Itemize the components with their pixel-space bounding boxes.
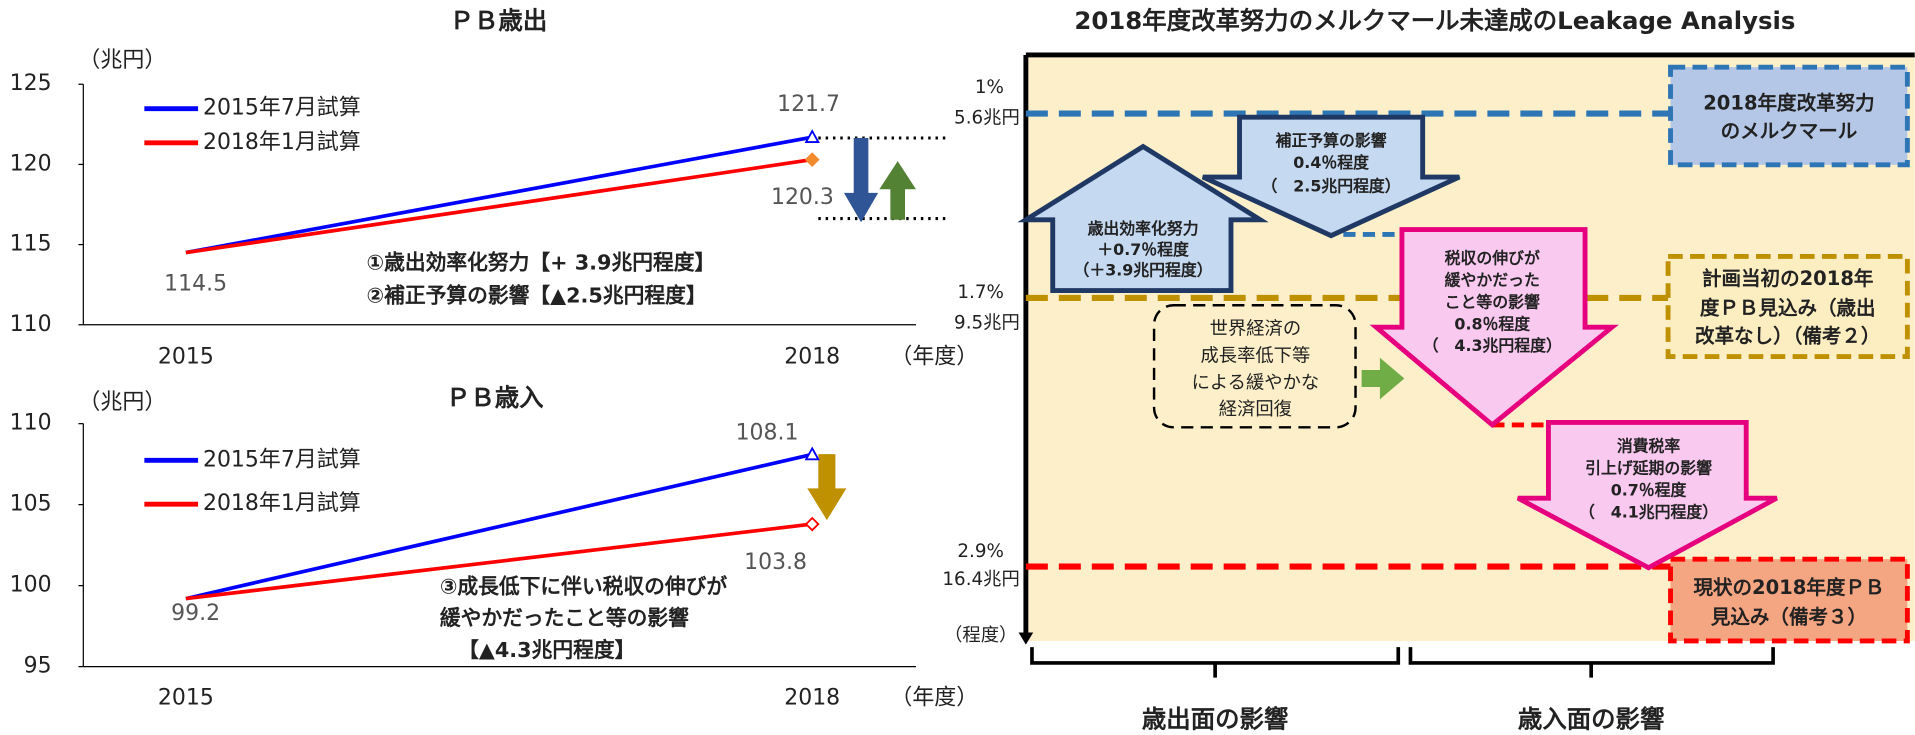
data-label: 108.1: [736, 420, 799, 445]
y-tick-label: 100: [10, 573, 52, 598]
y-tick-label: 95: [24, 654, 52, 679]
down-arrow: [807, 454, 847, 521]
arrow: [1017, 143, 1269, 294]
arrow-text: 消費税率: [1617, 436, 1681, 455]
x-tick-label: 2015: [158, 685, 214, 710]
series-line: [185, 452, 813, 601]
data-label: 103.8: [744, 550, 807, 575]
box: [1665, 253, 1910, 359]
arrow-text: 歳出効率化努力: [1088, 219, 1199, 238]
brace: [1408, 647, 1775, 678]
annotation: ①歳出効率化努力【+ 3.9兆円程度】: [367, 251, 716, 275]
box-text: 改革なし）（備考２）: [1695, 324, 1880, 347]
arrow-text: 0.8％程度: [1454, 314, 1530, 333]
arrow-text: 0.7％程度: [1611, 480, 1687, 499]
legend-label: 2015年7月試算: [203, 447, 361, 472]
marker: [804, 129, 820, 143]
annotation: 【▲4.3兆円程度】: [458, 638, 635, 662]
data-label: 114.5: [164, 271, 227, 296]
x-tick-label: 2018: [784, 685, 840, 710]
level-amount: 9.5兆円: [954, 313, 1020, 334]
x-tick-label: 2015: [158, 345, 214, 370]
arrow-text: ＋0.7％程度: [1097, 240, 1189, 259]
group-label: 歳出面の影響: [1142, 704, 1288, 733]
marker: [804, 516, 820, 532]
annotation: 緩やかだったこと等の影響: [440, 606, 689, 630]
marker: [804, 152, 820, 168]
note-box: [1152, 304, 1357, 429]
legend-label: 2018年1月試算: [203, 491, 361, 516]
level-percent: 2.9%: [957, 541, 1003, 562]
up-arrow: [879, 161, 916, 220]
arrow-text: 緩やかだった: [1445, 270, 1540, 289]
level-percent: 1%: [975, 77, 1004, 98]
arrow: [1369, 227, 1619, 429]
note-text: 世界経済の: [1210, 319, 1302, 340]
box-text: 2018年度改革努力: [1703, 91, 1874, 114]
y-unit: （兆円）: [78, 390, 166, 415]
box-text: 計画当初の2018年: [1702, 267, 1873, 290]
brace: [1030, 647, 1401, 678]
arrow-text: （＋3.9兆円程度）: [1074, 261, 1213, 280]
note-text: による緩やかな: [1192, 372, 1320, 393]
arrow-text: （ 4.1兆円程度）: [1579, 502, 1718, 521]
series-line: [185, 135, 813, 255]
box-text: 見込み（備考３）: [1711, 605, 1867, 628]
arrow-text: こと等の影響: [1445, 292, 1540, 311]
annotation: ③成長低下に伴い税収の伸びが: [440, 574, 728, 598]
level-amount: 5.6兆円: [954, 107, 1020, 128]
y-tick-label: 110: [10, 411, 52, 436]
down-arrow: [843, 137, 879, 223]
box: [1668, 556, 1910, 644]
box-text: 度ＰＢ見込み（歳出: [1700, 296, 1876, 319]
legend-label: 2018年1月試算: [203, 130, 361, 155]
arrow-text: 0.4％程度: [1293, 153, 1369, 172]
annotation: ②補正予算の影響【▲2.5兆円程度】: [367, 284, 707, 308]
data-label: 121.7: [777, 92, 840, 117]
level-percent: 1.7%: [957, 282, 1003, 303]
x-unit: （年度）: [890, 345, 978, 370]
y-tick-label: 125: [10, 71, 52, 96]
chart-title: ＰＢ歳入: [446, 383, 544, 412]
arrow-text: （ 4.3兆円程度）: [1423, 336, 1562, 355]
diagram-title: 2018年度改革努力のメルクマール未達成のLeakage Analysis: [1074, 6, 1795, 35]
y-unit: （兆円）: [78, 48, 166, 73]
y-tick-label: 120: [10, 151, 52, 176]
axis-arrow: [1018, 632, 1034, 645]
chart-title: ＰＢ歳出: [450, 6, 548, 35]
series-line: [185, 522, 813, 601]
box-text: のメルクマール: [1721, 119, 1858, 142]
legend-label: 2015年7月試算: [203, 96, 361, 121]
x-unit: （年度）: [890, 685, 978, 710]
y-tick-label: 115: [10, 232, 52, 257]
arrow-text: 引上げ延期の影響: [1585, 458, 1712, 477]
box: [1668, 64, 1910, 168]
series-line: [185, 157, 813, 255]
arrow-text: 補正予算の影響: [1275, 131, 1387, 150]
data-label: 99.2: [171, 601, 220, 626]
box-text: 現状の2018年度ＰＢ: [1693, 576, 1884, 599]
arrow-text: 税収の伸びが: [1445, 248, 1540, 267]
data-label: 120.3: [771, 185, 834, 210]
y-tick-label: 110: [10, 312, 52, 337]
note-text: 経済回復: [1219, 399, 1292, 420]
x-tick-label: 2018: [784, 345, 840, 370]
arrow-text: （ 2.5兆円程度）: [1262, 176, 1401, 195]
arrow: [1361, 357, 1405, 400]
marker: [804, 446, 820, 461]
arrow: [1516, 420, 1778, 571]
group-label: 歳入面の影響: [1518, 704, 1664, 733]
y-tick-label: 105: [10, 492, 52, 517]
scale-unit: （程度）: [944, 625, 1017, 646]
level-amount: 16.4兆円: [942, 569, 1019, 590]
note-text: 成長率低下等: [1201, 346, 1311, 367]
arrow: [1201, 114, 1461, 239]
